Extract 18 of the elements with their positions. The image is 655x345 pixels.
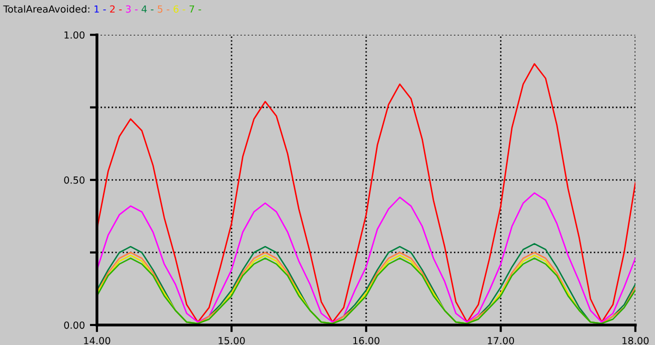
x-tick-label: 14.00	[84, 336, 110, 344]
legend-title: TotalAreaAvoided:	[3, 5, 90, 13]
text: 6 -	[174, 5, 186, 13]
x-tick-label: 15.00	[218, 336, 245, 344]
y-tick-label: 1.00	[64, 31, 84, 39]
y-tick-label: 0.00	[64, 321, 84, 329]
text: 5 -	[158, 5, 170, 13]
x-tick-label: 17.00	[488, 336, 514, 344]
legend-label: 1 -	[94, 5, 106, 13]
text: 2 -	[110, 5, 122, 13]
text: 3 -	[126, 5, 138, 13]
text: 4 -	[142, 5, 154, 13]
text: 7 -	[190, 5, 202, 13]
line-series	[96, 63, 636, 323]
y-tick-label: 0.50	[64, 176, 84, 184]
line-series	[96, 192, 636, 323]
x-tick-label: 18.00	[622, 336, 649, 344]
x-tick-label: 16.00	[353, 336, 380, 344]
